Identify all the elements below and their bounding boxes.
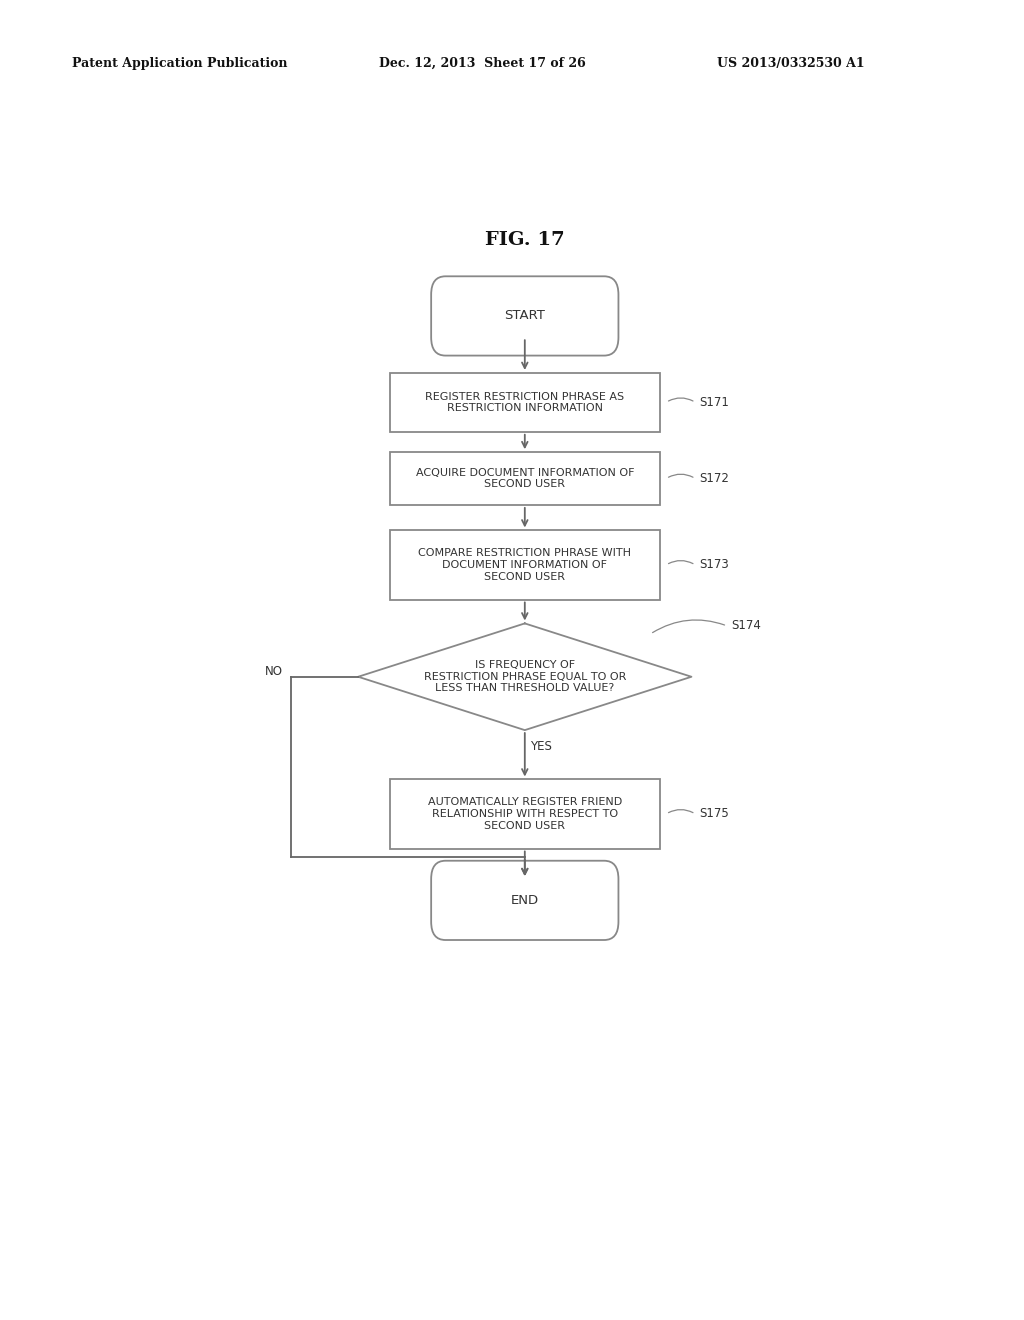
Text: AUTOMATICALLY REGISTER FRIEND
RELATIONSHIP WITH RESPECT TO
SECOND USER: AUTOMATICALLY REGISTER FRIEND RELATIONSH… — [428, 797, 622, 830]
Text: US 2013/0332530 A1: US 2013/0332530 A1 — [717, 57, 864, 70]
Text: Patent Application Publication: Patent Application Publication — [72, 57, 287, 70]
FancyBboxPatch shape — [431, 861, 618, 940]
FancyBboxPatch shape — [431, 276, 618, 355]
Text: YES: YES — [529, 741, 552, 754]
Text: ACQUIRE DOCUMENT INFORMATION OF
SECOND USER: ACQUIRE DOCUMENT INFORMATION OF SECOND U… — [416, 467, 634, 490]
Text: S174: S174 — [731, 619, 761, 632]
Text: S173: S173 — [699, 558, 729, 572]
Bar — [390, 779, 659, 849]
Text: END: END — [511, 894, 539, 907]
Bar — [390, 453, 659, 506]
Text: NO: NO — [265, 665, 283, 678]
Text: S172: S172 — [699, 473, 729, 484]
Text: S175: S175 — [699, 808, 729, 821]
Text: FIG. 17: FIG. 17 — [485, 231, 564, 248]
Text: COMPARE RESTRICTION PHRASE WITH
DOCUMENT INFORMATION OF
SECOND USER: COMPARE RESTRICTION PHRASE WITH DOCUMENT… — [418, 548, 632, 582]
Polygon shape — [358, 623, 691, 730]
Text: Dec. 12, 2013  Sheet 17 of 26: Dec. 12, 2013 Sheet 17 of 26 — [379, 57, 586, 70]
Text: REGISTER RESTRICTION PHRASE AS
RESTRICTION INFORMATION: REGISTER RESTRICTION PHRASE AS RESTRICTI… — [425, 392, 625, 413]
Text: START: START — [505, 309, 545, 322]
Text: S171: S171 — [699, 396, 729, 409]
Bar — [390, 531, 659, 599]
Text: IS FREQUENCY OF
RESTRICTION PHRASE EQUAL TO OR
LESS THAN THRESHOLD VALUE?: IS FREQUENCY OF RESTRICTION PHRASE EQUAL… — [424, 660, 626, 693]
Bar — [390, 372, 659, 432]
